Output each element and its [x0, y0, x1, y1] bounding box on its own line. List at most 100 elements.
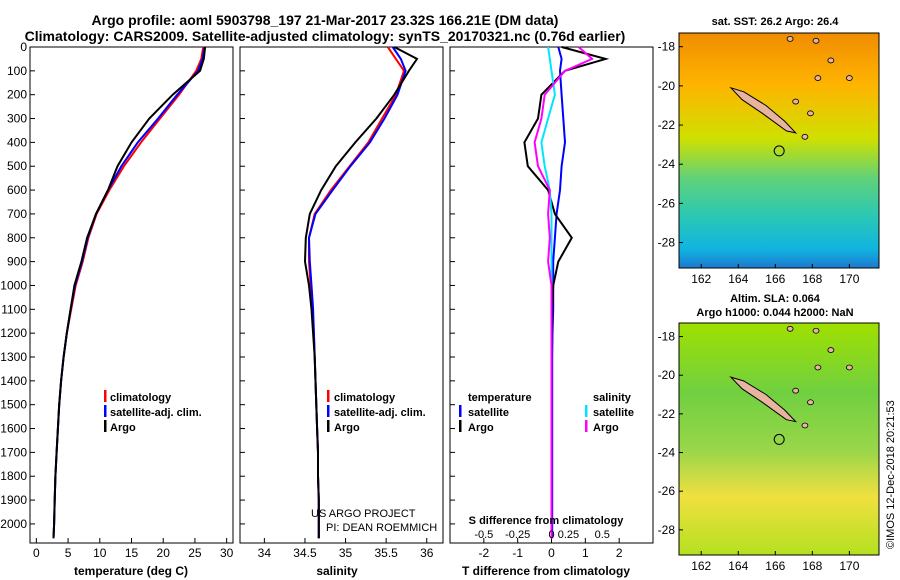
x-tick-label: 1: [582, 546, 589, 560]
lon-tick-label: 166: [765, 559, 785, 573]
y-tick-label: 1000: [0, 278, 27, 292]
difference-legend: temperature satellite Argo salinity sate…: [459, 392, 634, 434]
legend-salinity-title: salinity: [593, 392, 632, 404]
island: [801, 133, 809, 140]
s-difference-label: S difference from climatology: [469, 515, 625, 527]
island: [845, 75, 853, 81]
series-line: [52, 46, 206, 539]
x-tick-label: 20: [157, 546, 171, 560]
temperature-xlabel: temperature (deg C): [74, 564, 188, 578]
lat-tick-label: -18: [658, 330, 676, 344]
series-line: [533, 46, 594, 539]
y-tick-label: 300: [7, 112, 27, 126]
y-tick-label: 1700: [0, 445, 27, 459]
x-tick-label: 34: [258, 546, 272, 560]
sla-map-title-1: Altim. SLA: 0.064: [730, 293, 821, 305]
float-marker: [773, 145, 785, 157]
lon-tick-label: 170: [839, 272, 859, 286]
map-ticks: 162 164 166 168 170 -18 -20 -22 -24 -26 -28 162 164 1…: [658, 40, 860, 573]
series-line: [551, 46, 567, 539]
x-tick-label: 0: [33, 546, 40, 560]
island: [807, 399, 814, 406]
y-tick-label: 1300: [0, 350, 27, 364]
series-line: [52, 46, 205, 539]
y-tick-label: 700: [7, 207, 27, 221]
island: [807, 110, 814, 117]
legend-label-temp-satellite: satellite: [468, 407, 509, 419]
series-line: [308, 46, 406, 539]
project-line-2: PI: DEAN ROEMMICH: [326, 522, 437, 534]
island: [792, 387, 800, 394]
lon-tick-label: 166: [765, 272, 785, 286]
x-tick-label: 0: [548, 546, 555, 560]
lat-tick-label: -24: [658, 157, 676, 171]
legend-label-argo: Argo: [110, 422, 136, 434]
legend-label-sal-argo: Argo: [593, 422, 619, 434]
y-tick-label: 1800: [0, 469, 27, 483]
y-tick-label: 1500: [0, 398, 27, 412]
x-tick-label: 5: [65, 546, 72, 560]
lon-tick-label: 164: [728, 272, 748, 286]
salinity-legend: climatology satellite-adj. clim. Argo: [327, 390, 426, 434]
island: [812, 327, 820, 334]
lat-tick-label: -22: [658, 407, 676, 421]
y-tick-label: 800: [7, 231, 27, 245]
legend-label-temp-argo: Argo: [468, 422, 494, 434]
sla-map: [678, 322, 880, 556]
credit-text: ©IMOS 12-Dec-2018 20:21:53: [885, 400, 897, 549]
legend-label-argo: Argo: [334, 422, 360, 434]
series-line: [303, 46, 419, 539]
lon-tick-label: 170: [839, 559, 859, 573]
temperature-legend: climatology satellite-adj. clim. Argo: [104, 390, 202, 434]
y-tick-label: 100: [7, 64, 27, 78]
lon-tick-label: 168: [802, 559, 822, 573]
x-tick-label: 25: [188, 546, 202, 560]
lon-tick-label: 162: [691, 272, 711, 286]
y-tick-label: 400: [7, 135, 27, 149]
x-tick-label: 34.5: [293, 546, 317, 560]
y-tick-label: 1600: [0, 422, 27, 436]
salinity-lines: [303, 46, 419, 539]
temperature-ticks: 0 5 10 15 20 25 30: [33, 538, 234, 560]
lat-tick-label: -26: [658, 484, 676, 498]
upper-x-tick-label: -0.25: [505, 529, 530, 541]
salinity-ticks: 34 34.5 35 35.5 36: [258, 538, 434, 560]
x-tick-label: 35: [339, 546, 353, 560]
y-tick-label: 0: [20, 40, 27, 54]
lat-tick-label: -20: [658, 79, 676, 93]
x-tick-label: 10: [93, 546, 107, 560]
lon-tick-label: 164: [728, 559, 748, 573]
temperature-lines: [52, 46, 207, 539]
island: [786, 35, 794, 42]
y-tick-label: 2000: [0, 517, 27, 531]
x-tick-label: 36: [420, 546, 434, 560]
legend-swatch-satellite: [327, 405, 330, 417]
island-new-caledonia: [729, 376, 798, 423]
salinity-xlabel: salinity: [316, 564, 358, 578]
sst-map-title: sat. SST: 26.2 Argo: 26.4: [712, 16, 840, 28]
lat-tick-label: -20: [658, 368, 676, 382]
upper-x-tick-label: 0: [548, 529, 554, 541]
float-marker: [773, 433, 785, 445]
temperature-axes: [29, 46, 234, 544]
upper-x-tick-label: 0.25: [558, 529, 579, 541]
project-line-1: US ARGO PROJECT: [311, 508, 416, 520]
legend-swatch-sal-argo: [585, 420, 588, 432]
island: [801, 422, 809, 429]
legend-label-sal-satellite: satellite: [593, 407, 634, 419]
island: [845, 364, 853, 371]
legend-swatch-argo: [327, 420, 330, 432]
y-tick-label: 600: [7, 183, 27, 197]
series-line: [307, 46, 407, 539]
sst-map: [678, 32, 880, 269]
legend-temperature-title: temperature: [468, 392, 532, 404]
island: [814, 364, 822, 371]
difference-ticks: -2 -1 0 1 2: [478, 538, 623, 560]
legend-swatch-satellite: [104, 405, 107, 417]
island: [786, 325, 794, 332]
x-tick-label: 30: [220, 546, 234, 560]
y-tick-label: 200: [7, 88, 27, 102]
map-features: [729, 35, 853, 445]
lon-tick-label: 162: [691, 559, 711, 573]
